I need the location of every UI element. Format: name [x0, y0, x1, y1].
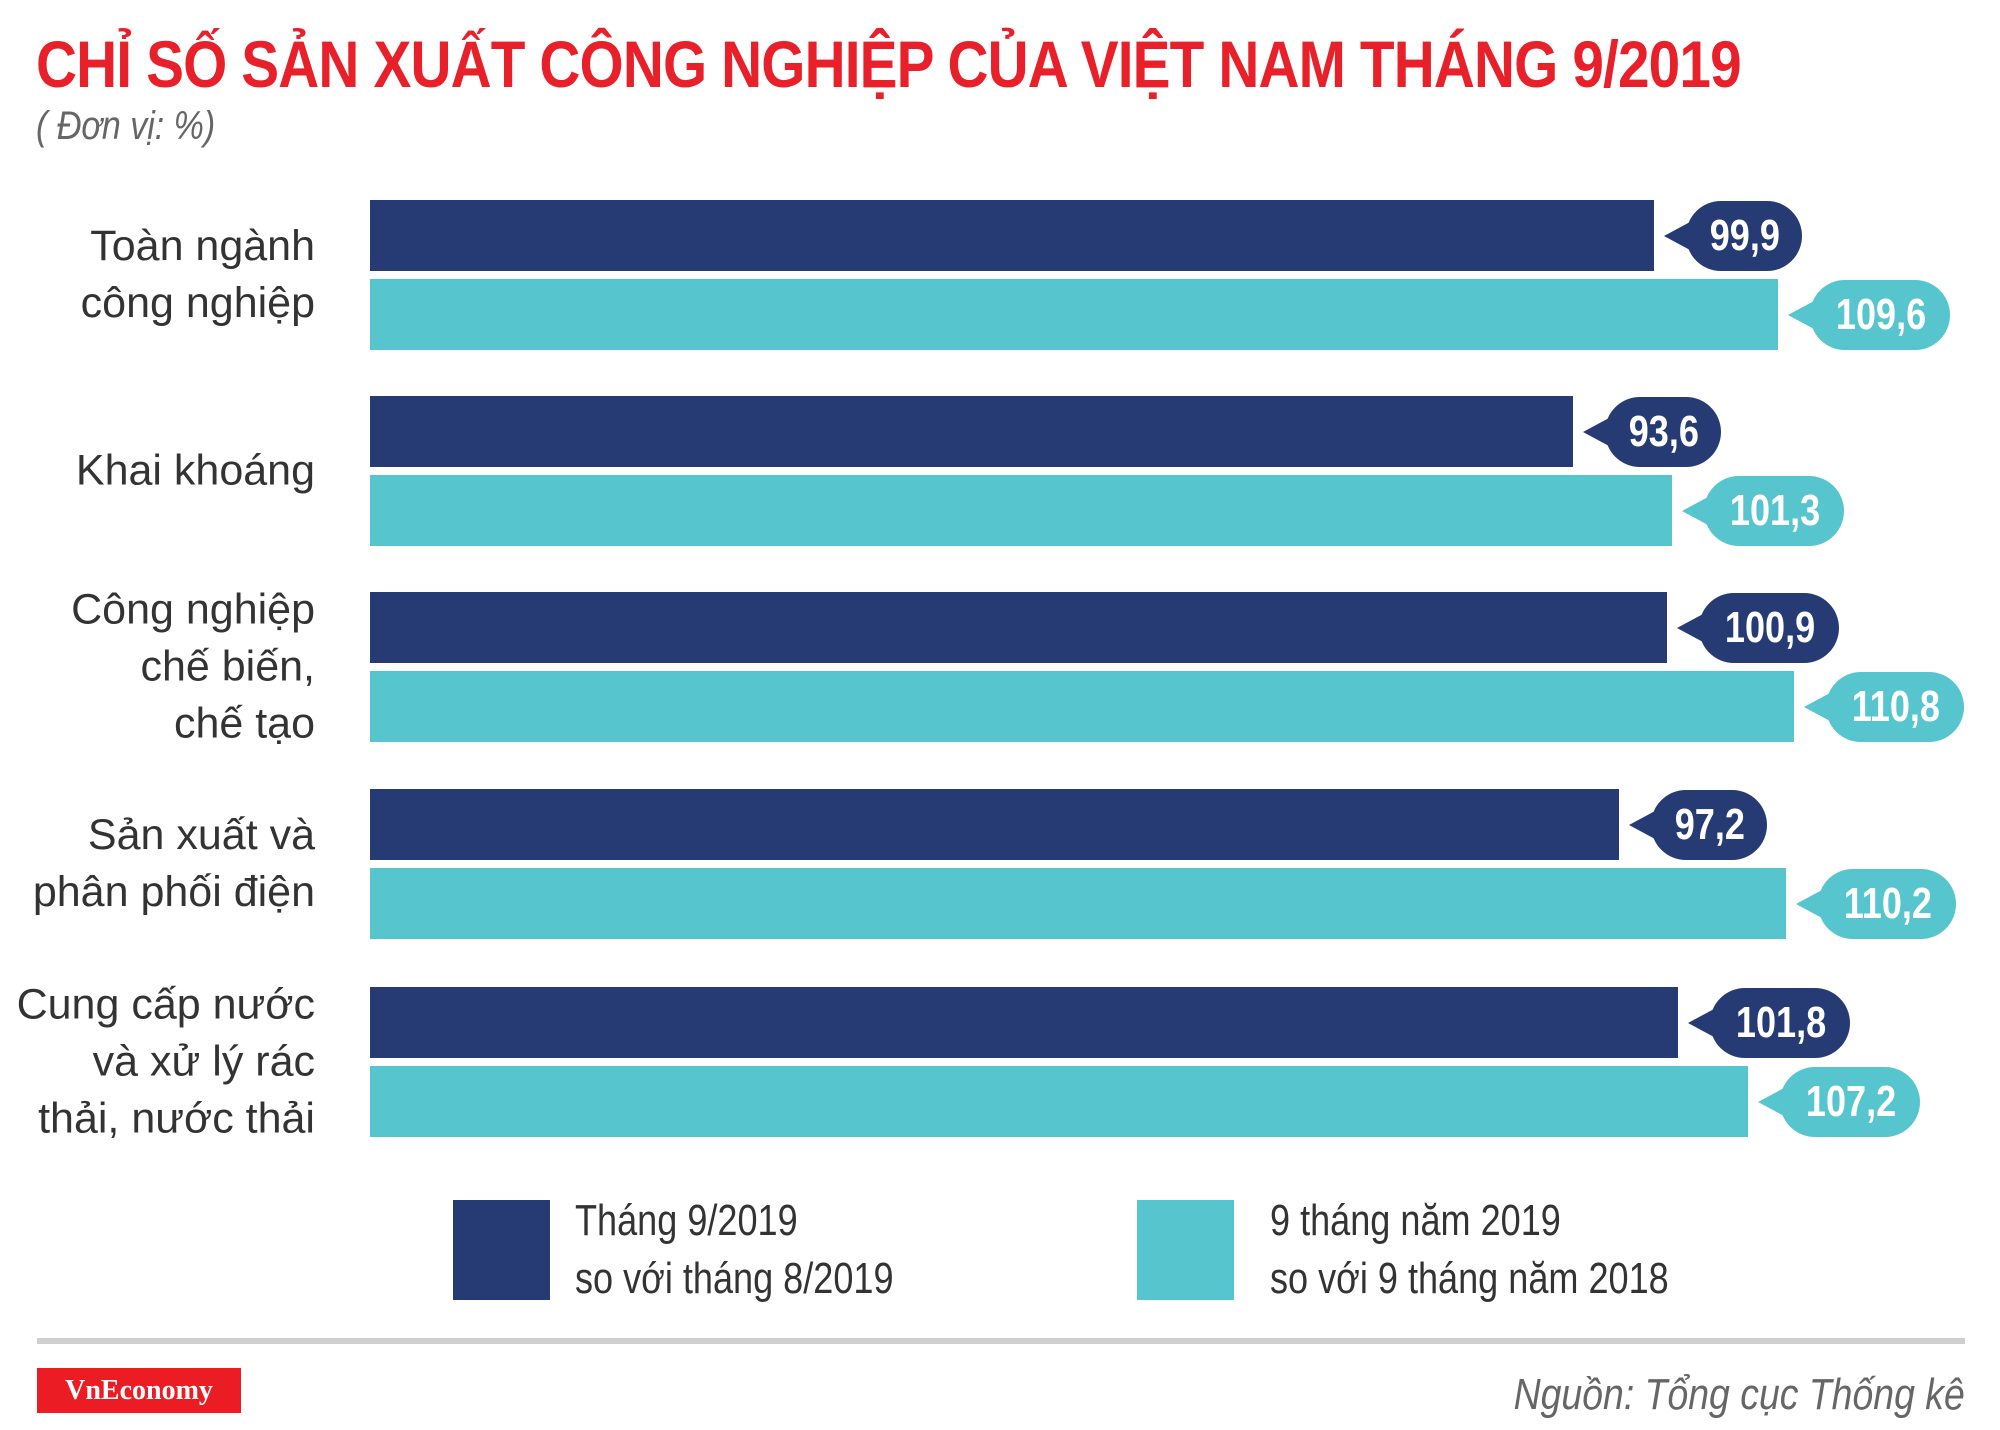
value-label: 101,8 — [1735, 998, 1827, 1047]
value-label-bubble: 107,2 — [1757, 1067, 1921, 1137]
value-label: 101,3 — [1729, 486, 1821, 535]
category-label: Toàn ngành công nghiệp — [80, 222, 315, 327]
legend-swatch-monthly — [453, 1200, 550, 1300]
legend-label-monthly: Tháng 9/2019 so với tháng 8/2019 — [575, 1196, 894, 1303]
bar-group: Cung cấp nước và xử lý rác thải, nước th… — [0, 981, 2000, 1143]
value-label-bubble: 93,6 — [1583, 397, 1721, 467]
value-label-bubble: 109,6 — [1787, 280, 1951, 350]
value-label-bubble: 110,2 — [1796, 869, 1956, 939]
legend-label-ytd: 9 tháng năm 2019 so với 9 tháng năm 2018 — [1270, 1196, 1669, 1303]
value-label: 110,8 — [1851, 682, 1940, 731]
bar-ytd — [370, 475, 1672, 546]
bar-group: Toàn ngành công nghiệp 99,9 109,6 — [0, 200, 2000, 350]
value-label: 110,2 — [1843, 879, 1932, 928]
footer-divider — [37, 1338, 1965, 1344]
value-label: 97,2 — [1674, 800, 1745, 849]
chart-title: CHỈ SỐ SẢN XUẤT CÔNG NGHIỆP CỦA VIỆT NAM… — [36, 27, 1742, 101]
bar-monthly — [370, 789, 1619, 860]
category-label: Sản xuất và phân phối điện — [32, 811, 315, 916]
bar-ytd — [370, 1066, 1748, 1137]
value-label: 99,9 — [1709, 211, 1780, 260]
bar-ytd — [370, 671, 1794, 742]
value-label: 109,6 — [1835, 290, 1927, 339]
unit-label: ( Đơn vị: %) — [36, 104, 216, 148]
bar-ytd — [370, 279, 1778, 350]
bar-monthly — [370, 987, 1678, 1058]
bar-group: Khai khoáng 93,6 101,3 — [0, 396, 2000, 546]
source-note: Nguồn: Tổng cục Thống kê — [1513, 1370, 1965, 1419]
bar-group: Công nghiệp chế biến, chế tạo 100,9 110,8 — [0, 586, 2000, 748]
value-label-bubble: 101,3 — [1681, 476, 1845, 546]
category-label: Cung cấp nước và xử lý rác thải, nước th… — [16, 980, 315, 1143]
value-label: 93,6 — [1628, 407, 1699, 456]
value-label-bubble: 101,8 — [1687, 988, 1851, 1058]
bar-ytd — [370, 868, 1786, 939]
value-label-bubble: 100,9 — [1676, 593, 1840, 663]
value-label-bubble: 99,9 — [1664, 201, 1802, 271]
bar-monthly — [370, 200, 1654, 271]
bar-group: Sản xuất và phân phối điện 97,2 110,2 — [0, 789, 2000, 939]
category-label: Công nghiệp chế biến, chế tạo — [71, 585, 315, 748]
category-label: Khai khoáng — [75, 446, 315, 495]
bar-monthly — [370, 396, 1573, 467]
vneconomy-logo: VnEconomy — [37, 1368, 241, 1413]
value-label-bubble: 110,8 — [1804, 672, 1964, 742]
value-label: 100,9 — [1724, 603, 1816, 652]
value-label-bubble: 97,2 — [1629, 790, 1767, 860]
legend-swatch-ytd — [1137, 1200, 1234, 1300]
value-label: 107,2 — [1805, 1077, 1897, 1126]
bar-monthly — [370, 592, 1667, 663]
